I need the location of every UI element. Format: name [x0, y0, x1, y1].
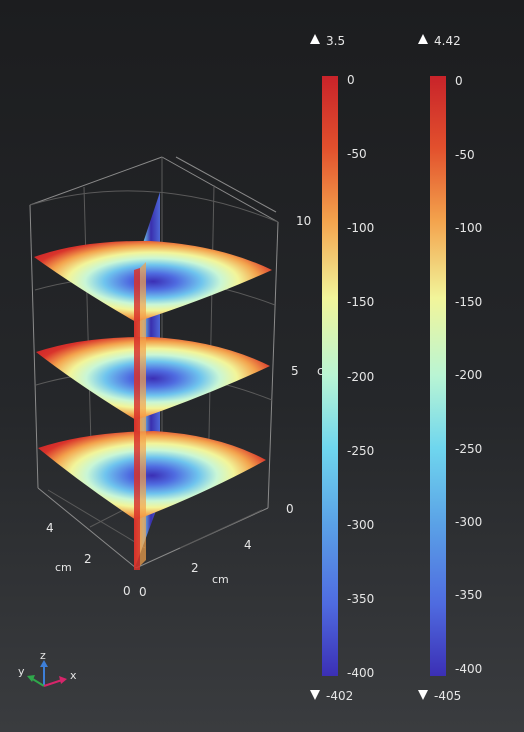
- colorbar-2-tick: -250: [455, 442, 482, 456]
- colorbar-2-tick: -50: [455, 148, 475, 162]
- colorbar-2-min: -405: [434, 689, 461, 703]
- x-tick-0: 0: [139, 585, 147, 599]
- horizontal-slice-bottom: [38, 431, 266, 520]
- y-axis-unit: cm: [55, 561, 72, 574]
- colorbar-1-tick: -350: [347, 592, 374, 606]
- horizontal-slice-top: [34, 240, 272, 322]
- triad-x-axis: [43, 679, 63, 687]
- x-axis-unit: cm: [212, 573, 229, 586]
- max-marker-icon: [418, 34, 428, 44]
- colorbar-2-tick: -400: [455, 662, 482, 676]
- triad-z-arrow-icon: [40, 660, 48, 667]
- colorbar-1-tick: -100: [347, 221, 374, 235]
- max-marker-icon: [310, 34, 320, 44]
- axis-triad: z y x: [18, 649, 77, 687]
- colorbar-1-min: -402: [326, 689, 353, 703]
- colorbar-1: 3.5 0 -50 -100 -150 -200 -250 -300 -350 …: [310, 34, 374, 703]
- colorbar-1-tick: -400: [347, 666, 374, 680]
- horizontal-slice-middle: [36, 336, 270, 420]
- colorbar-2-max: 4.42: [434, 34, 461, 48]
- colorbar-1-max: 3.5: [326, 34, 345, 48]
- min-marker-icon: [418, 690, 428, 700]
- colorbar-1-tick: -300: [347, 518, 374, 532]
- z-unit-label: c: [317, 364, 324, 378]
- triad-x-arrow-icon: [59, 676, 67, 684]
- triad-x-label: x: [70, 669, 77, 682]
- colorbar-1-tick: -50: [347, 147, 367, 161]
- colorbar-1-tick: -200: [347, 370, 374, 384]
- y-tick-0: 0: [123, 584, 131, 598]
- x-tick-4: 4: [244, 538, 252, 552]
- colorbar-2-tick: -300: [455, 515, 482, 529]
- vertical-slice-front: [134, 262, 146, 570]
- z-tick-0: 0: [286, 502, 294, 516]
- min-marker-icon: [310, 690, 320, 700]
- triad-y-label: y: [18, 665, 25, 678]
- bounding-box: [29, 156, 279, 569]
- colorbar-2-tick: -200: [455, 368, 482, 382]
- colorbar-2-tick: 0: [455, 74, 463, 88]
- y-tick-4: 4: [46, 521, 54, 535]
- z-tick-10: 10: [296, 214, 311, 228]
- colorbar-1-tick: -150: [347, 295, 374, 309]
- colorbar-2-gradient: [430, 76, 446, 676]
- colorbar-1-gradient: [322, 76, 338, 676]
- y-tick-2: 2: [84, 552, 92, 566]
- x-tick-2: 2: [191, 561, 199, 575]
- colorbar-2-tick: -100: [455, 221, 482, 235]
- colorbar-2: 4.42 0 -50 -100 -150 -200 -250 -300 -350…: [418, 34, 482, 703]
- colorbar-1-tick: 0: [347, 73, 355, 87]
- triad-y-axis: [30, 677, 45, 687]
- triad-y-arrow-icon: [27, 675, 35, 682]
- z-tick-5: 5: [291, 364, 299, 378]
- colorbar-2-tick: -150: [455, 295, 482, 309]
- triad-z-label: z: [40, 649, 46, 662]
- colorbar-1-tick: -250: [347, 444, 374, 458]
- colorbar-2-tick: -350: [455, 588, 482, 602]
